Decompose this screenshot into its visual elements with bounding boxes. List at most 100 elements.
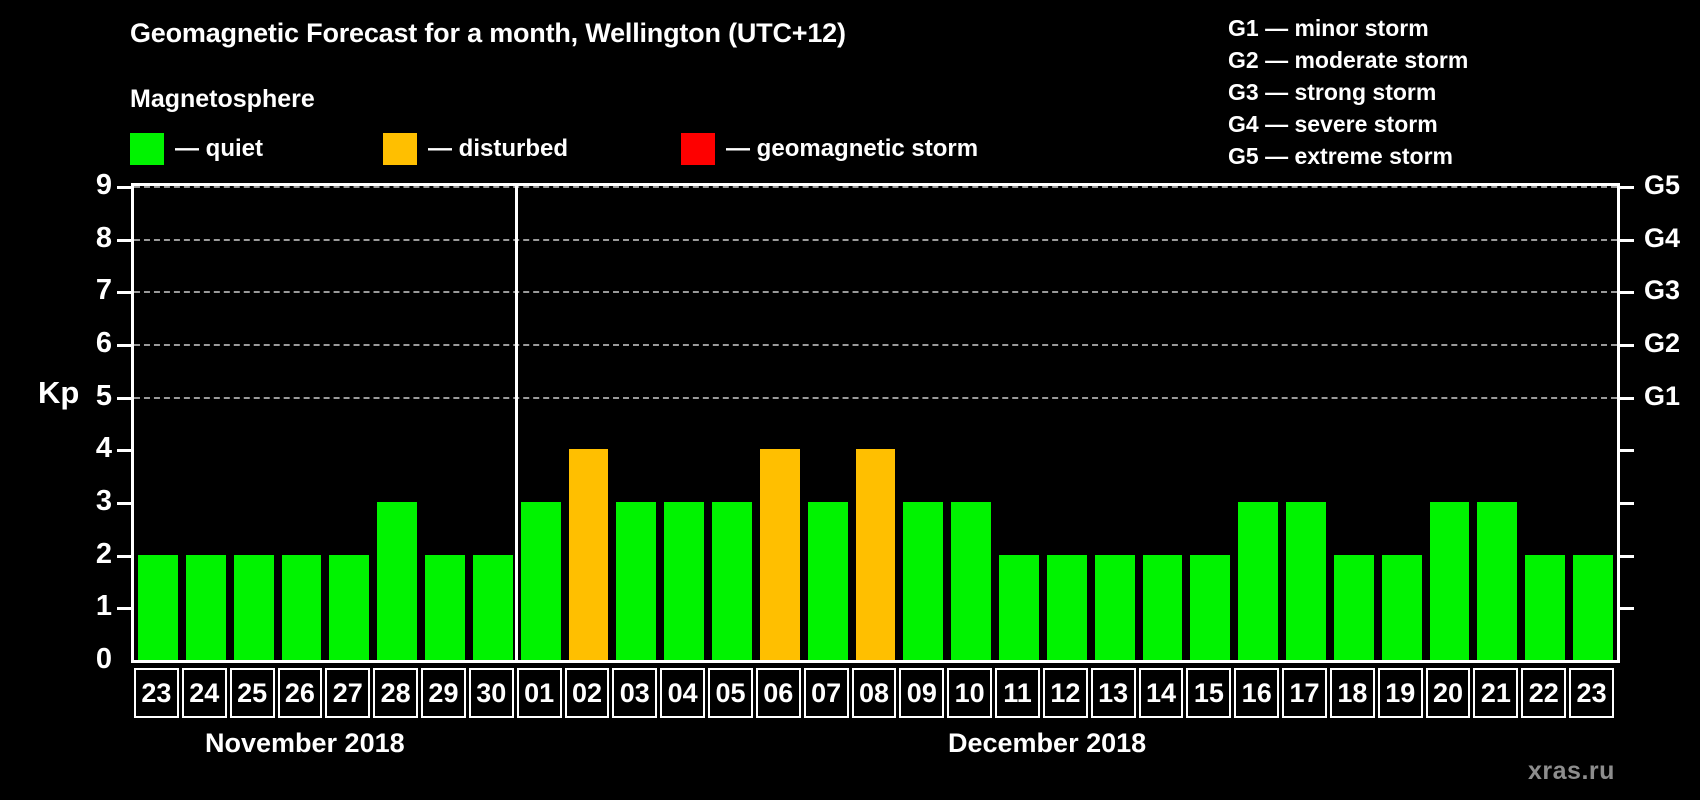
day-label-12[interactable]: 05 [708,668,753,718]
day-label-16[interactable]: 09 [899,668,945,718]
legend-label: — geomagnetic storm [726,135,979,162]
bar-21[interactable] [1477,502,1518,660]
right-tick-mark [1620,186,1634,189]
storm-scale-legend: G1 — minor storm G2 — moderate storm G3 — … [1228,12,1468,172]
day-label-11[interactable]: 04 [660,668,706,718]
bar-24[interactable] [185,554,226,660]
g-tick-label-G1: G1 [1644,380,1681,411]
day-label-14[interactable]: 07 [803,668,849,718]
legend-entry-quiet: — quiet [130,132,263,166]
day-label-17[interactable]: 10 [947,668,993,718]
day-label-25[interactable]: 18 [1329,668,1375,718]
plot-area [131,183,1620,663]
bar-22[interactable] [1525,554,1566,660]
bar-20[interactable] [1429,502,1470,660]
y-tick-mark [117,502,131,505]
site-watermark: xras.ru [1528,757,1615,785]
day-label-10[interactable]: 03 [612,668,658,718]
bar-12[interactable] [1046,554,1087,660]
magnetosphere-legend: — quiet — disturbed — geomagnetic storm [130,132,978,166]
storm-scale-line-g3: G3 — strong storm [1228,79,1437,105]
day-label-2[interactable]: 25 [229,668,275,718]
bar-14[interactable] [1142,554,1183,660]
y-tick-label-9: 9 [95,169,112,201]
bar-04[interactable] [664,502,705,660]
legend-heading: Magnetosphere [130,85,315,113]
y-tick-label-8: 8 [95,221,112,254]
right-tick-mark [1620,607,1634,611]
bar-03[interactable] [616,502,657,660]
day-label-6[interactable]: 29 [421,668,466,718]
bar-26[interactable] [281,554,322,660]
bar-09[interactable] [903,502,944,660]
bar-17[interactable] [1286,502,1326,660]
gridline [134,238,1617,241]
day-label-27[interactable]: 20 [1425,668,1471,718]
green-square-icon [130,133,164,165]
day-label-4[interactable]: 27 [325,668,371,718]
day-label-30[interactable]: 23 [1569,668,1614,718]
g-tick-label-G3: G3 [1644,275,1681,306]
bar-10[interactable] [951,502,992,660]
y-tick-label-4: 4 [95,432,112,465]
y-tick-label-2: 2 [95,537,112,570]
bar-30[interactable] [472,554,513,660]
bar-08[interactable] [855,449,896,660]
y-tick-label-5: 5 [95,379,112,412]
bar-23[interactable] [1573,554,1613,660]
day-label-23[interactable]: 16 [1234,668,1280,718]
day-label-19[interactable]: 12 [1042,668,1088,718]
day-label-21[interactable]: 14 [1138,668,1184,718]
day-label-22[interactable]: 15 [1186,668,1232,718]
storm-scale-line-g5: G5 — extreme storm [1228,143,1453,169]
y-tick-label-6: 6 [95,327,112,359]
day-label-24[interactable]: 17 [1282,668,1327,718]
y-tick-mark [117,607,131,611]
bar-13[interactable] [1094,554,1135,660]
bar-29[interactable] [425,554,465,660]
gridline [134,396,1617,399]
y-tick-mark [117,554,131,558]
day-label-29[interactable]: 22 [1521,668,1567,718]
day-label-7[interactable]: 30 [468,668,514,718]
day-label-1[interactable]: 24 [181,668,227,718]
y-tick-mark [117,344,131,347]
bar-16[interactable] [1238,502,1279,660]
bar-18[interactable] [1333,554,1374,660]
day-label-5[interactable]: 28 [373,668,419,718]
day-label-18[interactable]: 11 [995,668,1040,718]
day-label-13[interactable]: 06 [755,668,801,718]
red-square-icon [681,133,716,165]
day-label-20[interactable]: 13 [1090,668,1136,718]
storm-scale-line-g1: G1 — minor storm [1228,15,1429,41]
bar-01[interactable] [520,502,561,660]
right-tick-mark [1620,554,1634,558]
bar-02[interactable] [568,449,609,660]
g-tick-label-G2: G2 [1644,328,1681,358]
day-label-3[interactable]: 26 [277,668,323,718]
plot-inner [134,186,1617,660]
gridline [134,291,1617,294]
y-tick-label-7: 7 [95,274,112,307]
bar-28[interactable] [377,502,418,660]
legend-label: — quiet [175,135,263,162]
day-label-26[interactable]: 19 [1377,668,1423,718]
y-tick-label-0: 0 [95,643,112,675]
day-label-9[interactable]: 02 [564,668,610,718]
day-label-15[interactable]: 08 [851,668,897,718]
bar-15[interactable] [1190,554,1231,660]
bar-06[interactable] [759,449,800,660]
day-label-8[interactable]: 01 [516,668,562,718]
bar-25[interactable] [233,554,274,660]
day-label-0[interactable]: 23 [134,668,179,718]
bar-07[interactable] [807,502,848,660]
bar-05[interactable] [712,502,752,660]
bar-11[interactable] [999,554,1039,660]
y-tick-mark [117,238,131,242]
day-label-28[interactable]: 21 [1473,668,1519,718]
y-tick-mark [117,449,131,453]
bar-19[interactable] [1381,554,1422,660]
bar-27[interactable] [329,554,370,660]
bar-23[interactable] [138,554,178,660]
